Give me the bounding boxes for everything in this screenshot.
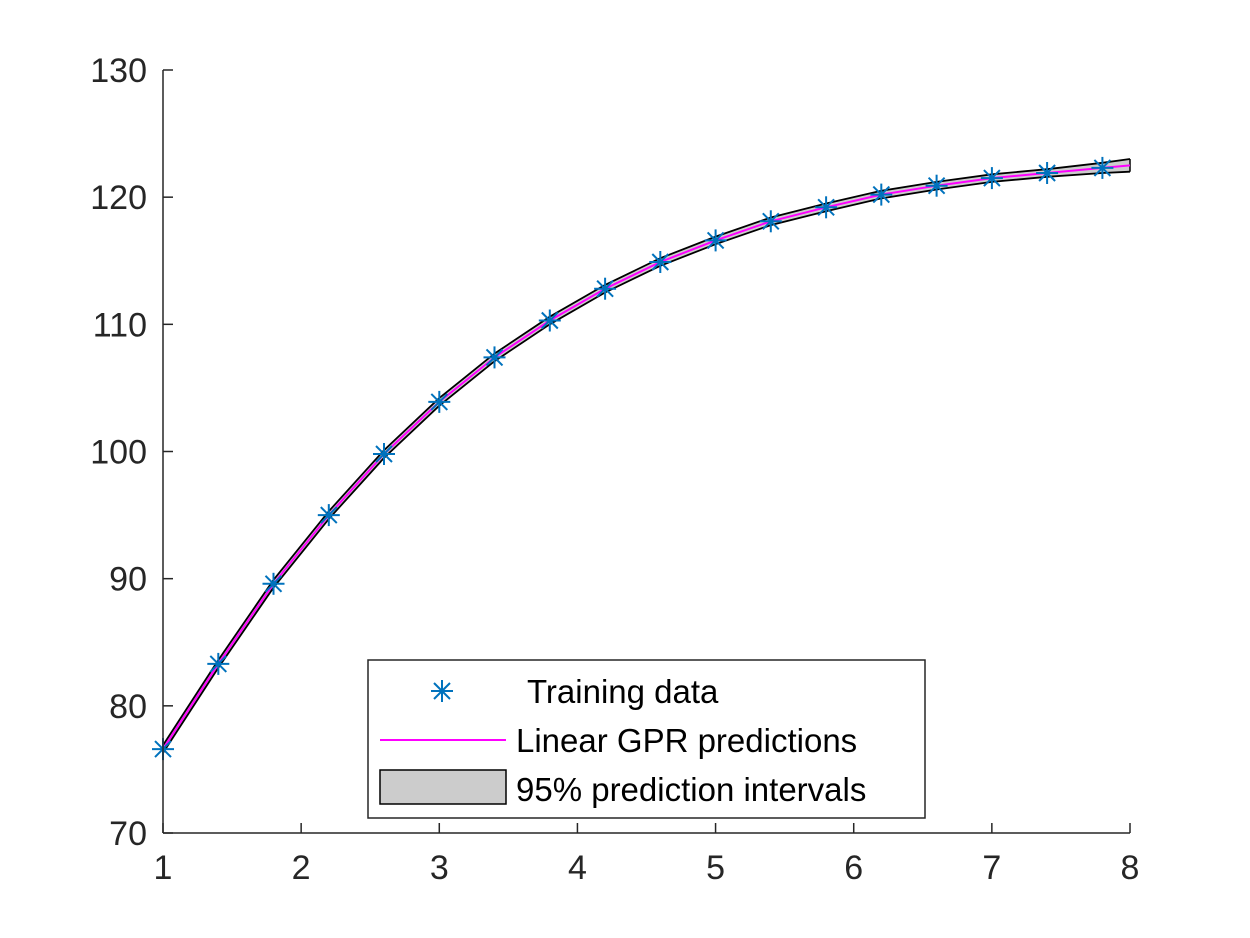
x-tick-label: 5 [706,849,725,887]
x-tick-label: 7 [982,849,1001,887]
training-data-point [538,309,561,332]
training-data-point [373,443,395,465]
y-tick-label: 90 [109,561,147,599]
x-tick-label: 3 [430,849,449,887]
x-tick-label: 8 [1121,849,1140,887]
y-tick-label: 110 [93,306,147,344]
training-data-point [649,251,672,273]
legend: Training data Linear GPR predictions 95%… [367,659,926,819]
legend-label-intervals: 95% prediction intervals [516,771,866,808]
legend-band-icon [379,769,507,805]
training-data-point [483,346,506,369]
y-tick-label: 130 [90,52,147,90]
training-data-point [759,210,782,233]
x-tick-label: 6 [844,849,863,887]
training-data-point [1091,156,1114,179]
training-data-point [428,390,451,413]
x-tick-label: 1 [154,849,173,887]
legend-label-training-data: Training data [527,673,719,710]
y-tick-label: 70 [109,815,147,853]
y-tick-label: 80 [109,688,147,726]
training-data-point [704,229,727,252]
legend-asterisk-icon [431,680,453,702]
training-data-point [317,504,340,527]
interval-upper-edge [162,158,1131,746]
y-tick-label: 100 [90,434,147,472]
training-data-point [980,167,1003,190]
training-data-point [262,572,285,595]
legend-label-predictions: Linear GPR predictions [516,722,857,759]
y-tick-label: 120 [90,179,147,217]
training-data-point [925,174,948,197]
training-data-point [1036,162,1059,184]
training-data-point [594,277,617,300]
axes: 70 80 90 100 110 120 130 1 2 3 4 5 6 7 8 [90,52,1139,887]
training-data-point [815,196,838,219]
training-data-point [207,652,230,675]
x-tick-label: 4 [568,849,587,887]
x-tick-label: 2 [292,849,311,887]
training-data-point [870,183,893,206]
